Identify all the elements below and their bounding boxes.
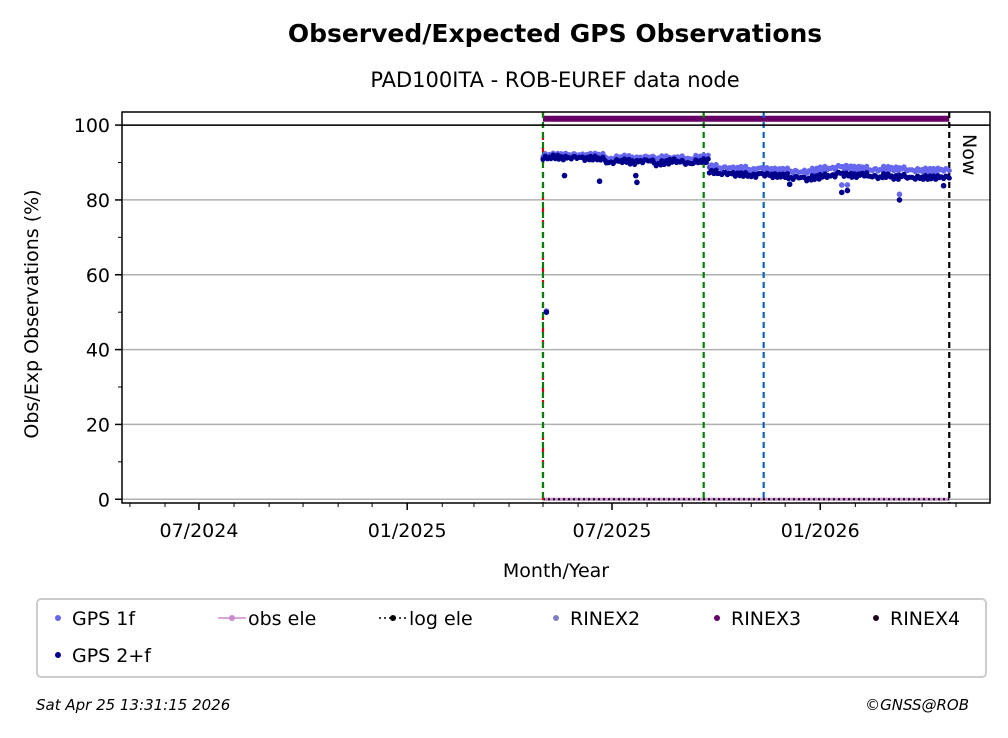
legend-label: obs ele	[248, 608, 316, 630]
legend: GPS 1f obs ele log ele RINEX2 RINEX3 RINEX4 GP…	[36, 598, 987, 678]
data-point-outlier	[844, 187, 851, 194]
legend-label: RINEX2	[570, 608, 640, 630]
x-tick-label: 01/2025	[368, 520, 447, 542]
data-point	[784, 171, 791, 177]
legend-entry: GPS 2+f	[55, 645, 152, 667]
plot-area: 0 20 40 60 80 100 07/2024 01/2025 07/2025 01/2026	[74, 111, 991, 542]
legend-label: GPS 2+f	[72, 645, 152, 667]
legend-label: log ele	[409, 608, 473, 630]
data-point-outlier	[632, 172, 639, 179]
legend-marker-icon	[390, 615, 396, 621]
legend-label: GPS 1f	[72, 608, 136, 630]
chart-subtitle: PAD100ITA - ROB-EUREF data node	[370, 68, 739, 92]
x-tick-label: 01/2026	[781, 520, 860, 542]
data-point	[946, 175, 952, 181]
legend-marker-icon	[553, 615, 559, 621]
footer-credit: ©GNSS@ROB	[865, 696, 969, 714]
footer-timestamp: Sat Apr 25 13:31:15 2026	[36, 696, 230, 714]
data-point-outlier	[786, 181, 793, 188]
data-point-outlier	[634, 179, 640, 186]
legend-marker-icon	[55, 615, 61, 621]
data-point-outlier	[838, 189, 845, 196]
data-point-outlier	[844, 182, 851, 188]
legend-marker-icon	[55, 652, 61, 658]
legend-entry: RINEX2	[553, 608, 640, 630]
plot-frame	[121, 111, 991, 504]
legend-marker-icon	[229, 615, 235, 621]
legend-entry: obs ele	[218, 608, 316, 630]
y-tick-label: 0	[98, 489, 110, 511]
y-tick-label: 40	[86, 340, 110, 362]
data-point-outlier	[596, 178, 603, 185]
x-axis-label: Month/Year	[503, 560, 609, 582]
y-tick-label: 20	[86, 414, 110, 436]
data-point-outlier	[561, 172, 568, 179]
legend-label: RINEX3	[731, 608, 801, 630]
x-tick-label: 07/2025	[573, 520, 652, 542]
legend-label: RINEX4	[890, 608, 960, 630]
y-tick-label: 80	[86, 190, 110, 212]
data-point-outlier	[838, 182, 845, 188]
data-point-outlier	[896, 191, 903, 198]
y-tick-label: 60	[86, 265, 110, 287]
legend-marker-icon	[714, 615, 720, 621]
y-tick-label: 100	[74, 115, 110, 137]
legend-entry: RINEX4	[873, 608, 960, 630]
x-tick-label: 07/2024	[159, 520, 238, 542]
data-point	[705, 152, 711, 158]
data-point-outlier	[543, 309, 550, 315]
chart-title: Observed/Expected GPS Observations	[288, 19, 822, 48]
data-point	[705, 156, 711, 162]
legend-entry: GPS 1f	[55, 608, 136, 630]
legend-entry: log ele	[379, 608, 473, 630]
data-point	[784, 165, 791, 171]
data-point-outlier	[940, 182, 947, 189]
y-axis-label: Obs/Exp Observations (%)	[21, 189, 43, 438]
series-gps-2-f	[540, 152, 952, 315]
data-point	[946, 167, 952, 174]
legend-entry: RINEX3	[714, 608, 801, 630]
legend-marker-icon	[873, 615, 879, 621]
now-label: Now	[958, 134, 980, 175]
data-point-outlier	[896, 197, 903, 203]
